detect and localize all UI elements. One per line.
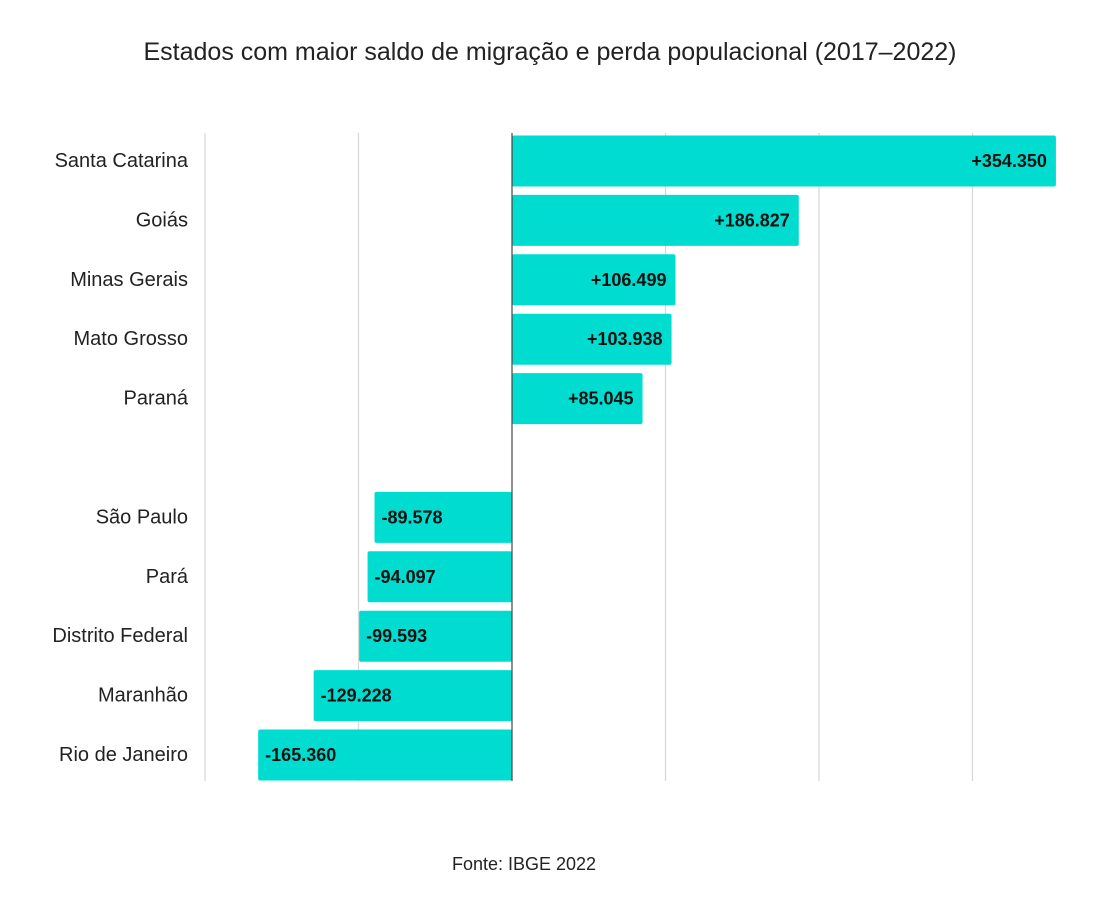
category-label: São Paulo [96, 506, 188, 528]
data-label: +354.350 [971, 151, 1047, 171]
category-label: Paraná [124, 388, 189, 410]
chart-title: Estados com maior saldo de migração e pe… [143, 38, 957, 66]
category-label: Rio de Janeiro [59, 744, 188, 766]
data-label: -99.593 [366, 626, 427, 646]
category-label: Santa Catarina [55, 150, 189, 172]
value-labels: +354.350 +186.827 +106.499 +103.938 +85.045 -… [265, 151, 1047, 765]
data-label: +186.827 [714, 210, 790, 230]
data-label: -94.097 [375, 567, 436, 587]
bar [258, 729, 512, 781]
bars [258, 135, 1056, 781]
bar [512, 373, 643, 425]
bar [512, 194, 799, 246]
category-label: Distrito Federal [52, 625, 188, 647]
data-label: -89.578 [381, 507, 442, 527]
data-label: +106.499 [591, 270, 667, 290]
category-label: Goiás [136, 209, 188, 231]
bar [359, 610, 512, 662]
category-labels: Santa Catarina Goiás Minas Gerais Mato Gros… [52, 150, 188, 766]
category-label: Mato Grosso [74, 328, 188, 350]
data-label: -129.228 [321, 686, 392, 706]
category-label: Pará [146, 566, 189, 588]
bar [512, 135, 1056, 187]
bar [374, 491, 512, 543]
category-label: Minas Gerais [70, 269, 188, 291]
data-label: -165.360 [265, 745, 336, 765]
data-label: +85.045 [568, 389, 634, 409]
bar [313, 670, 512, 722]
data-label: +103.938 [587, 329, 663, 349]
source-note: Fonte: IBGE 2022 [451, 854, 597, 874]
category-label: Maranhão [98, 685, 188, 707]
bar [367, 551, 512, 603]
bar [512, 254, 676, 306]
bar [512, 313, 672, 365]
